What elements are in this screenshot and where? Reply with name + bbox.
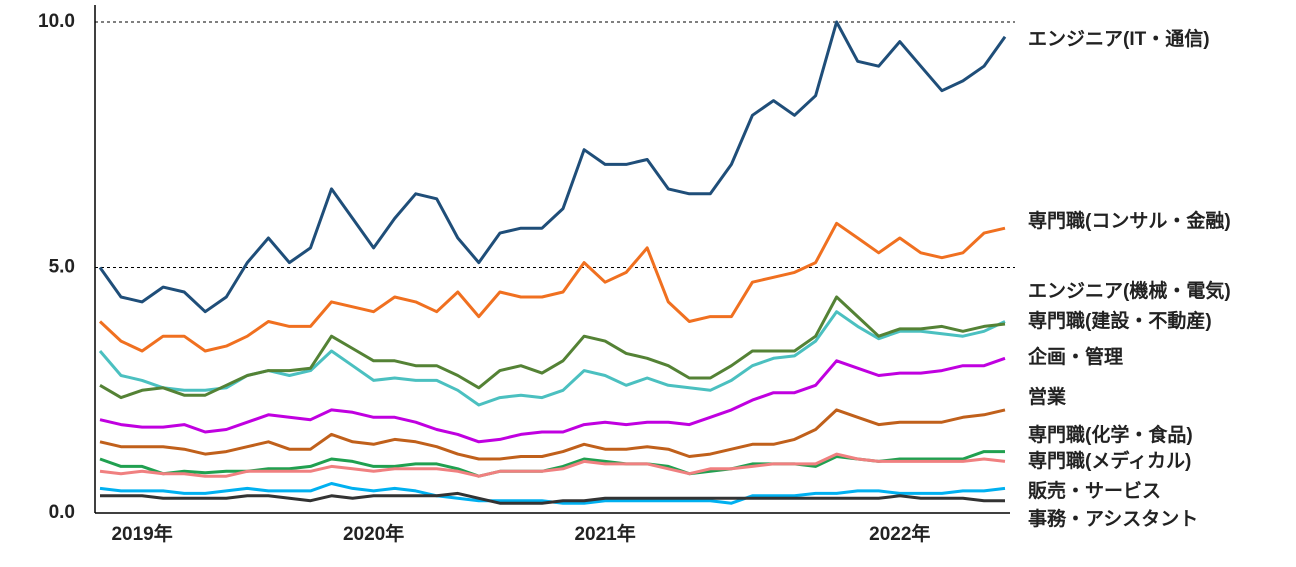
series-line bbox=[99, 452, 1006, 478]
series-line bbox=[100, 491, 1005, 505]
y-tick-label: 5.0 bbox=[49, 257, 75, 278]
legend-label: 企画・管理 bbox=[1027, 345, 1123, 368]
legend-label: 販売・サービス bbox=[1028, 479, 1161, 502]
series-line bbox=[99, 408, 1006, 461]
legend-label: 専門職(コンサル・金融) bbox=[1028, 209, 1231, 232]
series-line bbox=[98, 20, 1007, 314]
x-tick-label: 2019年 bbox=[111, 522, 172, 545]
series-line bbox=[99, 356, 1006, 444]
legend-label: 営業 bbox=[1028, 385, 1067, 408]
legend-label: エンジニア(IT・通信) bbox=[1028, 27, 1210, 50]
legend-label: 専門職(化学・食品) bbox=[1028, 423, 1193, 446]
x-tick-label: 2020年 bbox=[343, 522, 404, 545]
x-tick-label: 2022年 bbox=[869, 522, 930, 545]
y-tick-label: 0.0 bbox=[49, 502, 75, 523]
series-line bbox=[99, 295, 1006, 400]
x-tick-label: 2021年 bbox=[574, 522, 635, 545]
legend-label: 事務・アシスタント bbox=[1028, 507, 1198, 530]
series-line bbox=[99, 482, 1006, 505]
series-line bbox=[98, 221, 1006, 353]
y-tick-label: 10.0 bbox=[38, 11, 75, 32]
legend-label: 専門職(建設・不動産) bbox=[1028, 309, 1212, 332]
legend-label: エンジニア(機械・電気) bbox=[1028, 279, 1231, 302]
legend-label: 専門職(メディカル) bbox=[1028, 449, 1191, 472]
